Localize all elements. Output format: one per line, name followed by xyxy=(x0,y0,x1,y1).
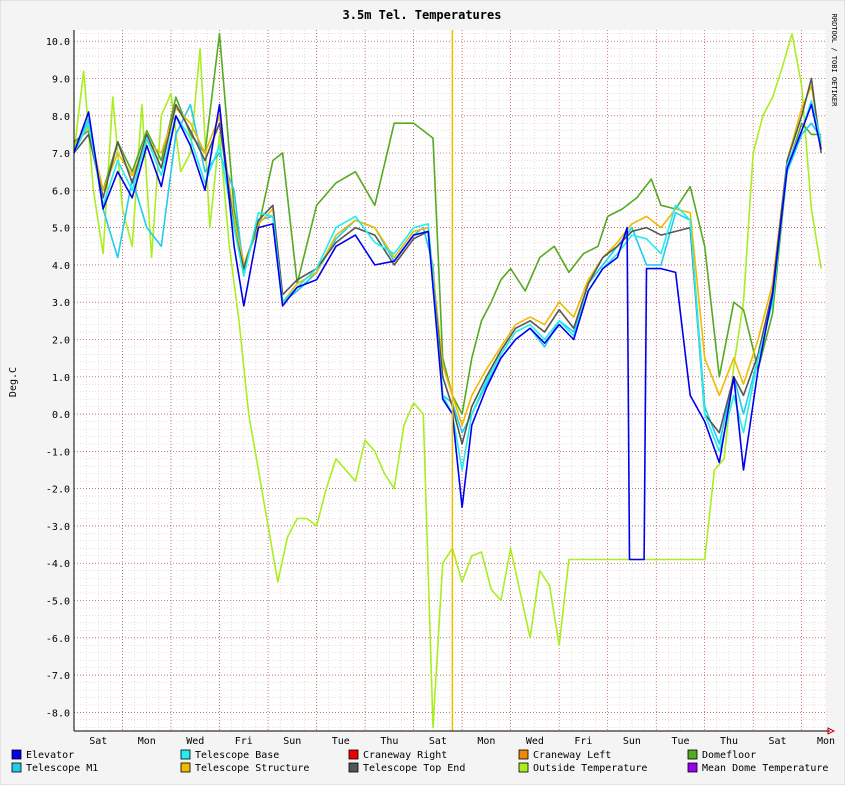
x-tick-label: Mon xyxy=(817,736,835,747)
legend-swatch xyxy=(348,749,359,760)
y-tick-label: -2.0 xyxy=(46,485,70,496)
y-tick-label: -5.0 xyxy=(46,597,70,608)
legend-label: Mean Dome Temperature xyxy=(702,763,828,774)
legend-swatch xyxy=(348,762,359,773)
legend-label: Outside Temperature xyxy=(533,763,647,774)
y-axis-label: Deg.C xyxy=(8,367,19,397)
legend-label: Telescope Top End xyxy=(363,763,465,774)
series-line-telescope-base xyxy=(73,100,822,471)
y-tick-label: -3.0 xyxy=(46,522,70,533)
x-tick-label: Sat xyxy=(768,736,786,747)
legend-label: Telescope M1 xyxy=(26,763,98,774)
series-line-telescope-m1 xyxy=(73,103,822,445)
x-tick-label: Wed xyxy=(186,736,204,747)
y-tick-label: 9.0 xyxy=(52,75,70,86)
y-tick-label: -7.0 xyxy=(46,671,70,682)
y-tick-label: 4.0 xyxy=(52,261,70,272)
chart-title: 3.5m Tel. Temperatures xyxy=(343,8,502,22)
x-tick-label: Fri xyxy=(574,736,592,747)
y-tick-label: -8.0 xyxy=(46,708,70,719)
y-tick-label: -6.0 xyxy=(46,634,70,645)
x-tick-label: Tue xyxy=(332,736,350,747)
x-tick-label: Sat xyxy=(429,736,447,747)
legend-swatch xyxy=(180,749,191,760)
legend-swatch xyxy=(518,762,529,773)
legend-swatch xyxy=(11,749,22,760)
legend-label: Telescope Structure xyxy=(195,763,309,774)
y-tick-label: 3.0 xyxy=(52,298,70,309)
y-tick-label: 7.0 xyxy=(52,149,70,160)
legend-label: Domefloor xyxy=(702,750,756,761)
legend-swatch xyxy=(11,762,22,773)
x-tick-label: Sun xyxy=(623,736,641,747)
series-line-telescope-structure xyxy=(73,85,822,427)
x-tick-label: Wed xyxy=(526,736,544,747)
y-tick-label: 6.0 xyxy=(52,186,70,197)
legend-swatch xyxy=(687,749,698,760)
y-tick-label: 8.0 xyxy=(52,112,70,123)
watermark-text: RRDTOOL / TOBI OETIKER xyxy=(830,14,838,108)
y-tick-label: -4.0 xyxy=(46,559,70,570)
y-tick-label: -1.0 xyxy=(46,447,70,458)
x-tick-label: Fri xyxy=(235,736,253,747)
legend-label: Craneway Right xyxy=(363,750,447,761)
legend: Elevator Telescope Base Craneway Right Cran… xyxy=(11,749,828,774)
x-tick-label: Tue xyxy=(671,736,689,747)
y-tick-label: 2.0 xyxy=(52,336,70,347)
y-tick-label: 5.0 xyxy=(52,224,70,235)
x-tick-label: Thu xyxy=(380,736,398,747)
x-tick-label: Sun xyxy=(283,736,301,747)
x-tick-label: Thu xyxy=(720,736,738,747)
y-tick-label: 0.0 xyxy=(52,410,70,421)
y-tick-label: 10.0 xyxy=(46,37,70,48)
series-line-elevator xyxy=(73,103,822,561)
legend-label: Telescope Base xyxy=(195,750,279,761)
x-tick-label: Mon xyxy=(477,736,495,747)
series-line-telescope-top-end xyxy=(73,77,822,445)
legend-label: Craneway Left xyxy=(533,750,611,761)
series-lines xyxy=(73,30,822,731)
x-tick-label: Sat xyxy=(89,736,107,747)
series-line-outside-temperature xyxy=(73,32,822,729)
legend-swatch xyxy=(518,749,529,760)
legend-label: Elevator xyxy=(26,750,74,761)
x-axis-arrow xyxy=(827,727,836,735)
axes xyxy=(73,30,836,735)
y-tick-label: 1.0 xyxy=(52,373,70,384)
x-axis-ticks: Sat Mon Wed Fri Sun Tue Thu Sat Mon Wed Fri Sun Tue T… xyxy=(89,736,835,747)
legend-swatch xyxy=(687,762,698,773)
x-tick-label: Mon xyxy=(138,736,156,747)
legend-swatch xyxy=(180,762,191,773)
y-axis-ticks: 10.0 9.0 8.0 7.0 6.0 5.0 4.0 3.0 2.0 1.0 0.0 -1.0 -2… xyxy=(46,37,70,719)
